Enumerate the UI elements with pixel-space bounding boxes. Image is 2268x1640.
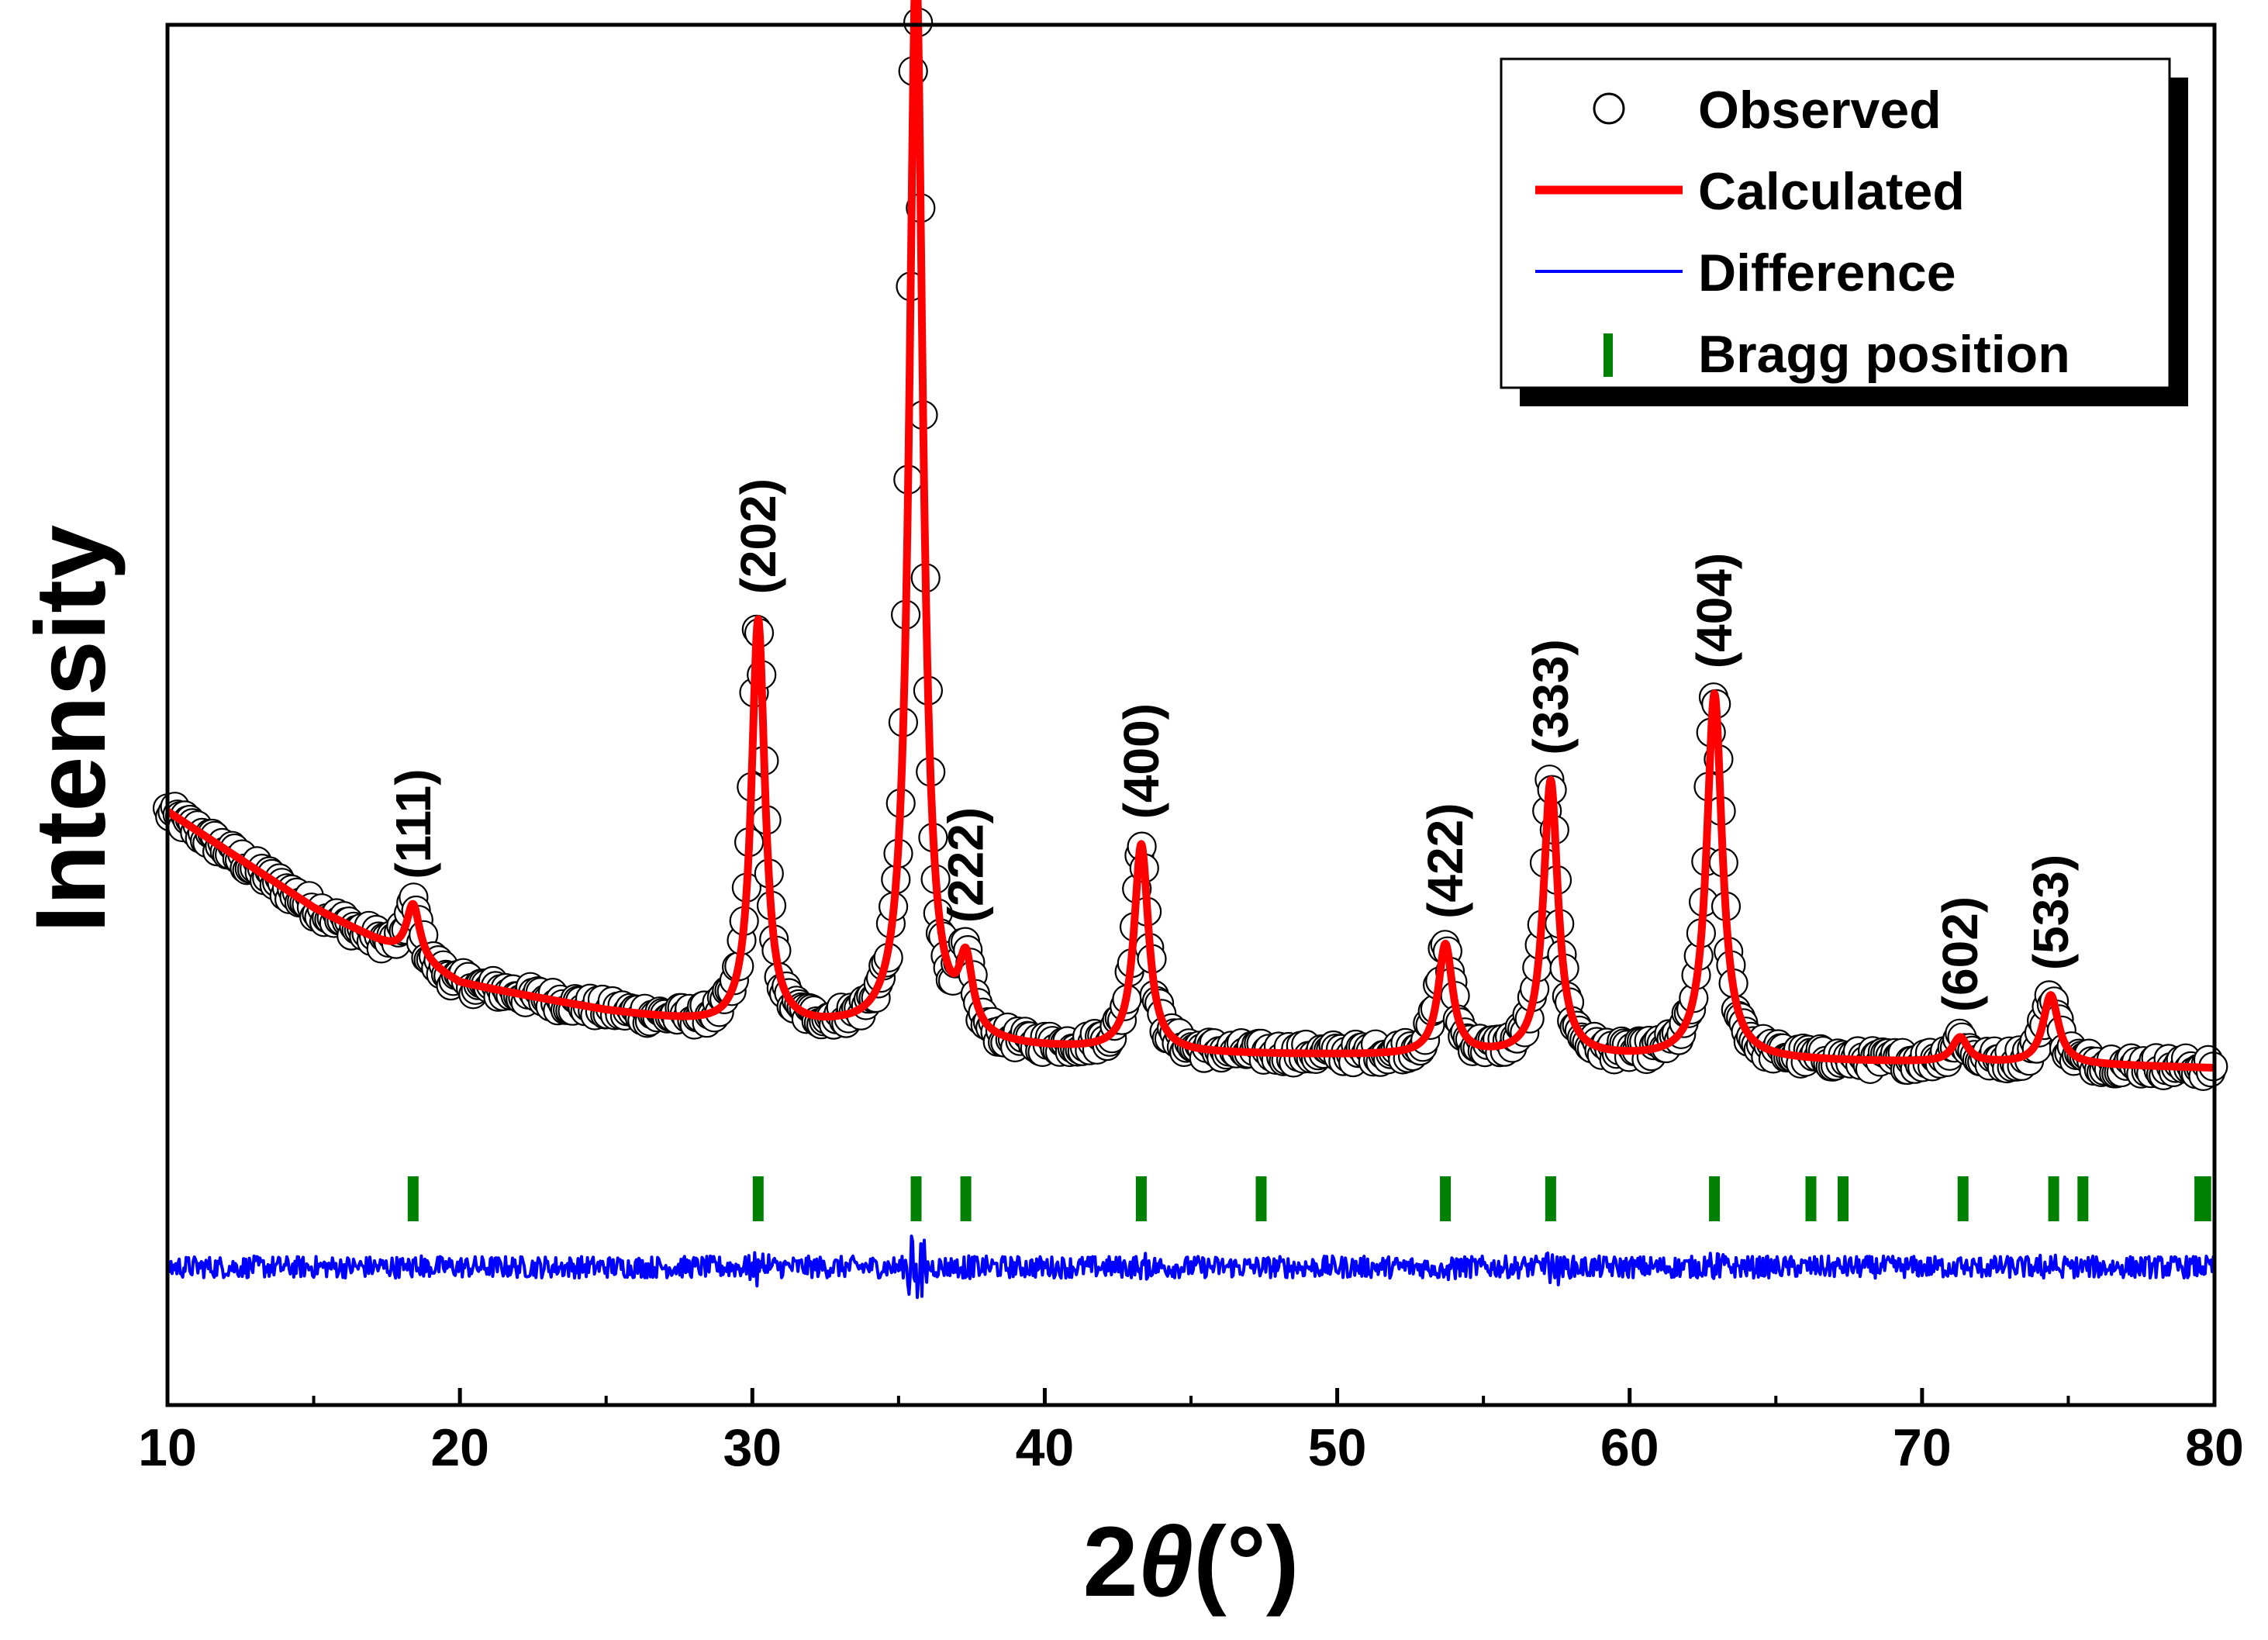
peak-label: (222) xyxy=(938,807,994,923)
peak-label: (533) xyxy=(2023,855,2079,970)
legend: Observed Calculated Difference Bragg pos… xyxy=(1500,57,2188,406)
peak-label: (400) xyxy=(1113,703,1169,819)
bragg-tick xyxy=(1440,1176,1452,1221)
peak-label: (602) xyxy=(1932,896,1988,1012)
peak-label: (202) xyxy=(730,478,786,594)
peak-label: (333) xyxy=(1523,639,1579,754)
legend-bragg-label: Bragg position xyxy=(1698,325,2070,384)
x-tick-label: 10 xyxy=(138,1418,197,1477)
peak-label: (111) xyxy=(385,768,441,879)
peak-label: (404) xyxy=(1686,553,1742,668)
bragg-tick xyxy=(2077,1176,2089,1221)
peak-label: (422) xyxy=(1417,803,1473,918)
bragg-tick xyxy=(2048,1176,2059,1221)
x-tick-label: 60 xyxy=(1600,1418,1659,1477)
bragg-tick xyxy=(960,1176,972,1221)
bragg-tick xyxy=(1805,1176,1817,1221)
x-tick-label: 80 xyxy=(2185,1418,2244,1477)
x-tick-label: 70 xyxy=(1893,1418,1952,1477)
bragg-tick xyxy=(1545,1176,1556,1221)
x-axis-label: 2θ(°) xyxy=(1083,1507,1300,1618)
bragg-tick xyxy=(1709,1176,1721,1221)
x-tick-label: 50 xyxy=(1308,1418,1367,1477)
bragg-tick xyxy=(1838,1176,1849,1221)
bragg-tick xyxy=(1957,1176,1969,1221)
bragg-tick xyxy=(2200,1176,2211,1221)
x-tick-label: 30 xyxy=(723,1418,782,1477)
bragg-tick xyxy=(1255,1176,1267,1221)
bragg-tick xyxy=(752,1176,764,1221)
legend-bragg-marker xyxy=(1603,333,1613,377)
x-tick-label: 40 xyxy=(1016,1418,1075,1477)
legend-observed-label: Observed xyxy=(1698,81,1942,140)
legend-difference-label: Difference xyxy=(1698,243,1956,302)
legend-observed-marker xyxy=(1593,92,1625,125)
legend-calculated-label: Calculated xyxy=(1698,162,1965,221)
x-axis-label-theta: θ xyxy=(1138,1507,1193,1618)
bragg-tick xyxy=(407,1176,419,1221)
bragg-tick xyxy=(1135,1176,1147,1221)
x-axis-label-unit: (°) xyxy=(1193,1507,1299,1618)
bragg-tick xyxy=(910,1176,922,1221)
x-tick-label: 20 xyxy=(430,1418,489,1477)
y-axis-label: Intensity xyxy=(16,525,126,933)
x-axis-label-prefix: 2 xyxy=(1083,1507,1138,1618)
